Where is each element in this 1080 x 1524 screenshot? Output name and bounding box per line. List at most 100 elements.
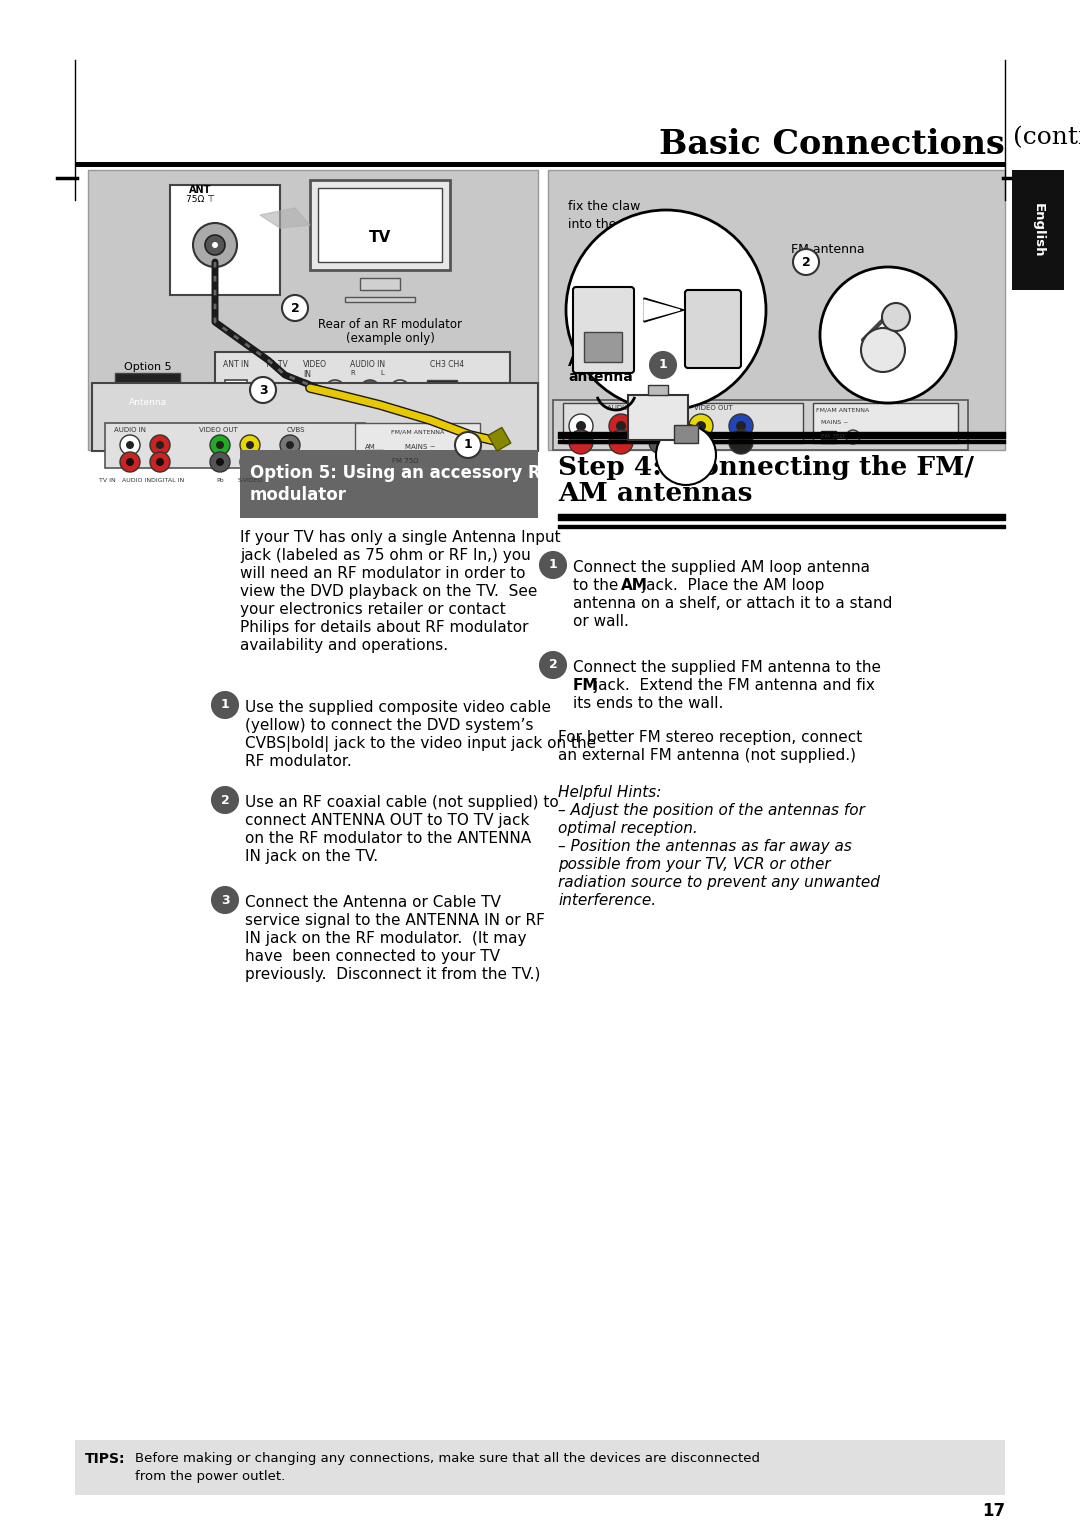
Text: 2: 2 <box>220 794 229 806</box>
Circle shape <box>261 386 269 395</box>
Text: AUDIO IN: AUDIO IN <box>350 360 386 369</box>
Bar <box>75 1440 1005 1495</box>
Circle shape <box>246 459 254 466</box>
Bar <box>360 277 400 290</box>
Text: If your TV has only a single Antenna Input: If your TV has only a single Antenna Inp… <box>240 530 561 546</box>
Bar <box>627 395 688 440</box>
Text: or wall.: or wall. <box>573 614 629 629</box>
Text: VIDEO OUT: VIDEO OUT <box>693 405 732 411</box>
Text: CH3 CH4: CH3 CH4 <box>430 360 464 369</box>
Circle shape <box>650 352 676 378</box>
Bar <box>75 162 1005 168</box>
Text: optimal reception.: optimal reception. <box>558 821 698 837</box>
Circle shape <box>240 453 260 472</box>
Text: FM 75Ω: FM 75Ω <box>392 459 419 463</box>
Text: jack (labeled as 75 ohm or RF In,) you: jack (labeled as 75 ohm or RF In,) you <box>240 549 530 562</box>
Circle shape <box>360 379 380 399</box>
Circle shape <box>212 887 238 913</box>
Circle shape <box>735 421 746 431</box>
Text: – Position the antennas as far away as: – Position the antennas as far away as <box>558 840 852 853</box>
Text: its ends to the wall.: its ends to the wall. <box>573 696 724 712</box>
Bar <box>813 402 958 443</box>
Circle shape <box>126 440 134 450</box>
Text: 3: 3 <box>259 384 268 396</box>
Circle shape <box>649 415 673 437</box>
Text: 1: 1 <box>463 439 472 451</box>
Polygon shape <box>644 299 684 322</box>
Text: FM/AM ANTENNA: FM/AM ANTENNA <box>816 407 869 411</box>
Text: on the RF modulator to the ANTENNA: on the RF modulator to the ANTENNA <box>245 831 531 846</box>
Circle shape <box>330 386 339 395</box>
Circle shape <box>861 328 905 372</box>
Polygon shape <box>260 207 310 229</box>
Circle shape <box>576 421 586 431</box>
Circle shape <box>689 430 713 454</box>
Circle shape <box>212 786 238 812</box>
Text: view the DVD playback on the TV.  See: view the DVD playback on the TV. See <box>240 584 538 599</box>
Bar <box>114 373 180 418</box>
Circle shape <box>656 425 716 485</box>
Circle shape <box>293 379 313 399</box>
Text: For better FM stereo reception, connect: For better FM stereo reception, connect <box>558 730 862 745</box>
Text: antenna on a shelf, or attach it to a stand: antenna on a shelf, or attach it to a st… <box>573 596 892 611</box>
Circle shape <box>216 440 224 450</box>
Circle shape <box>616 421 626 431</box>
FancyBboxPatch shape <box>573 287 634 373</box>
Text: Option 5: Using an accessory RF: Option 5: Using an accessory RF <box>249 463 552 482</box>
Text: 75Ω ⊤: 75Ω ⊤ <box>186 195 215 204</box>
Text: (example only): (example only) <box>346 332 434 344</box>
Text: Philips for details about RF modulator: Philips for details about RF modulator <box>240 620 528 636</box>
Circle shape <box>696 421 706 431</box>
Text: jack.  Extend the FM antenna and fix: jack. Extend the FM antenna and fix <box>589 678 875 693</box>
Text: (yellow) to connect the DVD system’s: (yellow) to connect the DVD system’s <box>245 718 534 733</box>
Circle shape <box>325 379 345 399</box>
Bar <box>488 427 511 451</box>
Text: FM antenna: FM antenna <box>792 242 865 256</box>
Text: 1: 1 <box>659 358 667 372</box>
Text: possible from your TV, VCR or other: possible from your TV, VCR or other <box>558 856 831 872</box>
Text: CVBS: CVBS <box>287 427 306 433</box>
Circle shape <box>656 421 666 431</box>
Bar <box>170 184 280 296</box>
Bar <box>548 171 1005 450</box>
Bar <box>92 421 538 425</box>
Circle shape <box>193 223 237 267</box>
Bar <box>584 332 622 363</box>
Circle shape <box>846 430 860 443</box>
Text: Basic Connections: Basic Connections <box>659 128 1005 162</box>
Text: AUDIO IN: AUDIO IN <box>122 479 151 483</box>
Circle shape <box>156 459 164 466</box>
Bar <box>563 402 804 443</box>
Circle shape <box>212 242 218 248</box>
Text: jack.  Place the AM loop: jack. Place the AM loop <box>636 578 824 593</box>
Text: availability and operations.: availability and operations. <box>240 639 448 652</box>
Text: CVBS|bold| jack to the video input jack on the: CVBS|bold| jack to the video input jack … <box>245 736 596 751</box>
Circle shape <box>212 692 238 718</box>
Text: ANT: ANT <box>189 184 212 195</box>
Text: 2: 2 <box>291 302 299 314</box>
Text: Use the supplied composite video cable: Use the supplied composite video cable <box>245 700 551 715</box>
Circle shape <box>150 453 170 472</box>
Circle shape <box>282 296 308 322</box>
Bar <box>1012 171 1064 290</box>
Circle shape <box>566 210 766 410</box>
Text: previously.  Disconnect it from the TV.): previously. Disconnect it from the TV.) <box>245 968 540 981</box>
Text: have  been connected to your TV: have been connected to your TV <box>245 949 500 965</box>
Bar <box>345 297 415 302</box>
Polygon shape <box>644 300 680 320</box>
Text: radiation source to prevent any unwanted: radiation source to prevent any unwanted <box>558 875 880 890</box>
Text: (continued): (continued) <box>1005 126 1080 149</box>
Circle shape <box>729 415 753 437</box>
Circle shape <box>540 552 566 578</box>
Text: FM/AM ANTENNA: FM/AM ANTENNA <box>391 430 445 434</box>
Circle shape <box>793 248 819 274</box>
Bar <box>87 171 538 450</box>
Bar <box>553 399 968 450</box>
Circle shape <box>281 459 289 466</box>
Text: English: English <box>1031 203 1044 258</box>
Circle shape <box>396 386 404 395</box>
Circle shape <box>540 652 566 678</box>
Bar <box>318 187 442 262</box>
Text: Antenna: Antenna <box>129 398 167 407</box>
Bar <box>427 379 457 402</box>
